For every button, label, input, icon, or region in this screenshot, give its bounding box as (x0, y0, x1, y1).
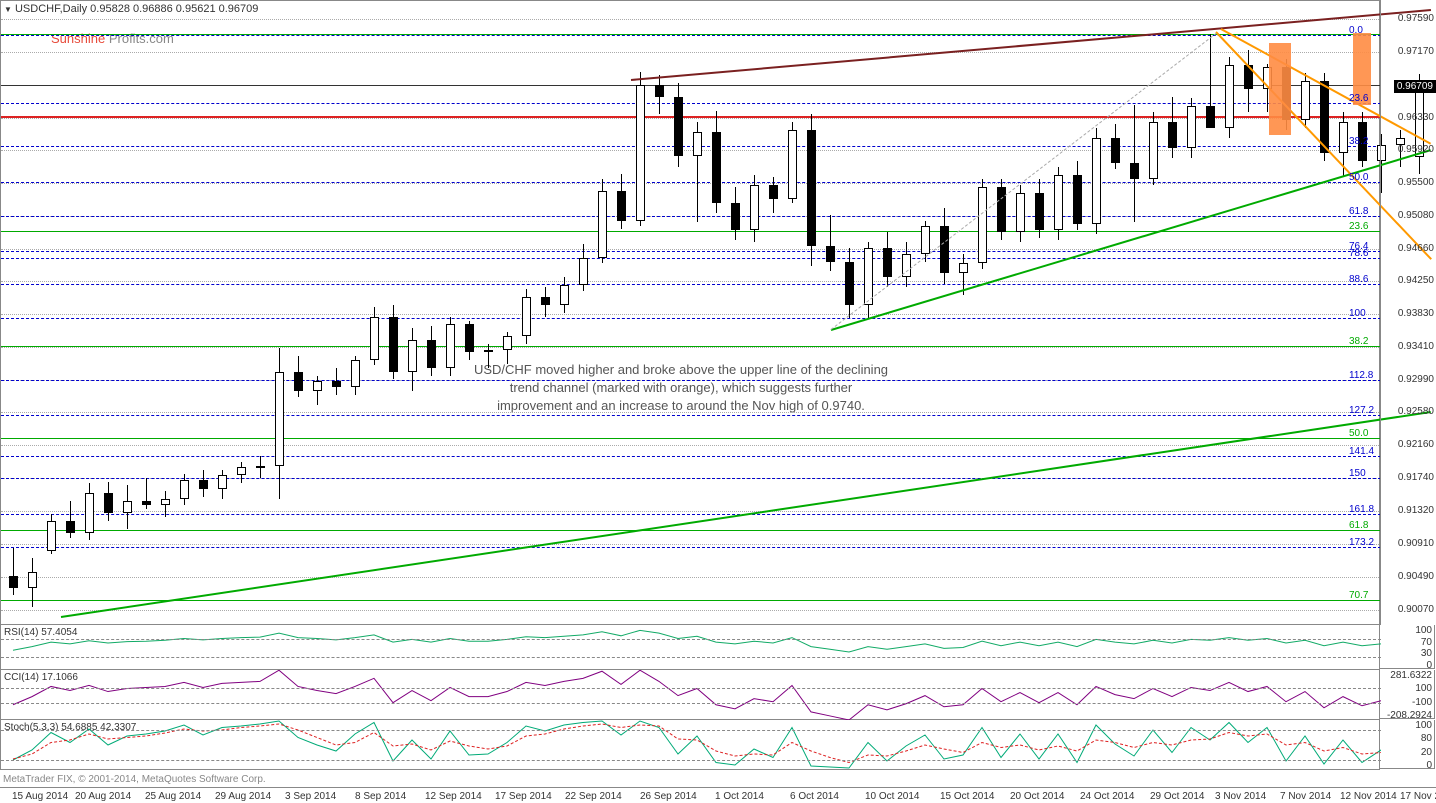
cci-panel: CCI(14) 17.1066 281.6322100-100-208.2924 (0, 670, 1380, 720)
stoch-panel: Stoch(5,3,3) 54.6885 42.3307 10080200 (0, 720, 1380, 770)
rsi-panel: RSI(14) 57.4054 10070300 (0, 625, 1380, 670)
price-chart: ▼ USDCHF,Daily 0.95828 0.96886 0.95621 0… (0, 0, 1380, 625)
x-axis: 15 Aug 201420 Aug 201425 Aug 201429 Aug … (0, 787, 1436, 803)
stoch-title: Stoch(5,3,3) 54.6885 42.3307 (4, 722, 136, 733)
current-price-tag: 0.96709 (1394, 80, 1436, 93)
cci-title: CCI(14) 17.1066 (4, 672, 78, 683)
chart-title: ▼ USDCHF,Daily 0.95828 0.96886 0.95621 0… (4, 3, 258, 15)
ohlc-label: 0.95828 0.96886 0.95621 0.96709 (90, 3, 258, 15)
rsi-title: RSI(14) 57.4054 (4, 627, 77, 638)
footer-copyright: MetaTrader FIX, © 2001-2014, MetaQuotes … (3, 774, 266, 785)
symbol-label: USDCHF,Daily (15, 3, 87, 15)
collapse-icon[interactable]: ▼ (4, 5, 12, 14)
chart-annotation: USD/CHF moved higher and broke above the… (471, 361, 891, 416)
price-y-axis: 0.975900.971700.967500.963300.959200.955… (1380, 0, 1436, 625)
